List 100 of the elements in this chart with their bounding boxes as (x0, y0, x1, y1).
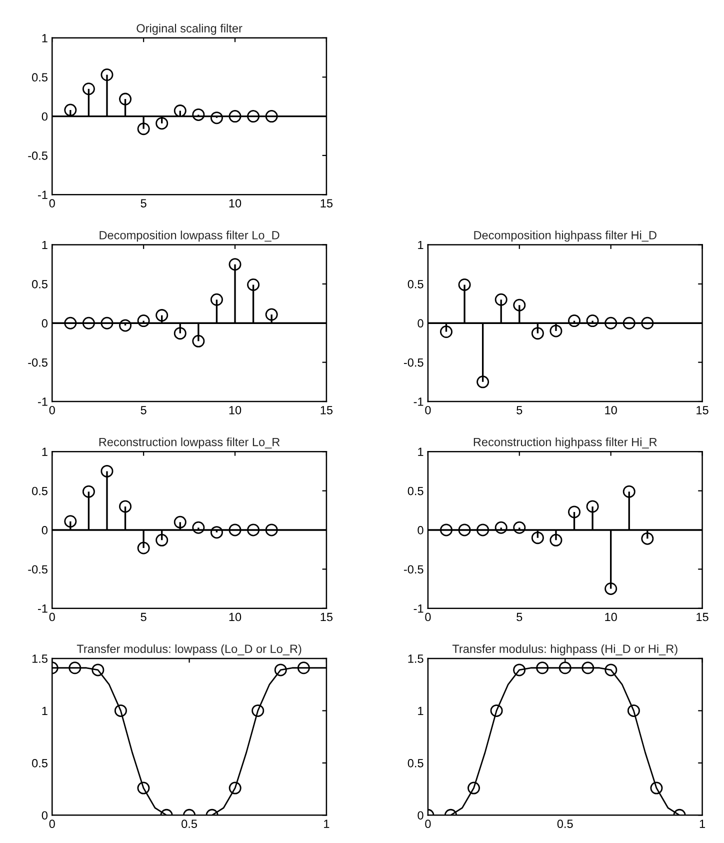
y-tick-label: 0 (418, 526, 424, 534)
y-tick-label: 1 (42, 706, 48, 715)
chart-title: Reconstruction lowpass filter Lo_R (99, 438, 280, 449)
point (210, 293, 223, 306)
point (458, 524, 471, 536)
x-tick-label: 0 (49, 612, 55, 622)
y-tick-label: 0.5 (32, 73, 48, 82)
point (476, 376, 490, 388)
point (156, 534, 168, 546)
point (192, 521, 205, 534)
y-tick-label: -1 (414, 604, 424, 613)
y-tick-label: 0 (418, 319, 424, 328)
y-tick-label: 0 (42, 319, 48, 328)
point (568, 314, 581, 328)
x-tick-label: 15 (696, 612, 708, 622)
point (627, 704, 640, 717)
point (247, 278, 260, 291)
y-tick-label: -1 (38, 604, 48, 613)
y-tick-label: 0 (418, 811, 424, 820)
point (119, 92, 132, 106)
y-tick-label: 1 (42, 448, 48, 456)
point (252, 704, 264, 717)
point (64, 316, 77, 330)
y-tick-label: -0.5 (28, 151, 48, 160)
point (513, 521, 526, 534)
point (458, 278, 471, 291)
point (119, 319, 132, 332)
y-tick-label: 0 (42, 811, 48, 820)
point (558, 662, 572, 674)
y-tick-label: 0.5 (408, 280, 424, 288)
y-tick-label: -0.5 (28, 358, 48, 367)
x-tick-label: 5 (516, 406, 522, 414)
point (531, 532, 544, 544)
chart-title: Original scaling filter (136, 24, 242, 35)
point (64, 104, 77, 116)
x-tick-label: 10 (229, 406, 242, 414)
y-tick-label: 0.5 (32, 280, 48, 288)
x-tick-label: 10 (605, 406, 617, 414)
chart-title: Decomposition lowpass filter Lo_D (100, 230, 280, 242)
x-tick-label: 10 (229, 612, 242, 622)
point (265, 524, 278, 536)
point (604, 582, 618, 595)
point (68, 662, 82, 674)
x-tick-label: 1 (700, 820, 705, 828)
point (92, 664, 104, 676)
y-tick-label: 1 (42, 34, 48, 42)
point (440, 326, 452, 338)
y-tick-label: -0.5 (404, 565, 424, 574)
point (119, 500, 132, 513)
point (440, 524, 452, 536)
point (513, 664, 526, 676)
point (274, 664, 287, 676)
x-tick-label: 0 (49, 406, 55, 414)
point (228, 524, 242, 536)
point (641, 316, 654, 330)
y-tick-label: -0.5 (28, 565, 48, 574)
x-tick-label: 5 (140, 199, 146, 208)
point (156, 309, 168, 322)
x-tick-label: 0.5 (182, 820, 197, 828)
y-tick-label: -0.5 (404, 358, 424, 367)
point (582, 662, 594, 674)
point (100, 68, 114, 82)
x-tick-label: 0.5 (557, 820, 573, 828)
x-tick-label: 0 (425, 820, 431, 828)
chart-title: Reconstruction highpass filter Hi_R (474, 438, 657, 449)
point (641, 532, 654, 545)
point (531, 327, 544, 340)
x-tick-label: 15 (320, 612, 333, 622)
point (64, 515, 77, 528)
point (82, 485, 95, 498)
x-tick-label: 0 (425, 612, 431, 622)
point (228, 258, 242, 271)
point (228, 110, 242, 123)
y-tick-label: 0 (42, 112, 48, 121)
x-tick-label: 5 (140, 406, 146, 414)
x-tick-label: 0 (49, 820, 55, 828)
point (82, 316, 95, 330)
x-tick-label: 10 (605, 612, 617, 622)
point (622, 485, 636, 498)
point (114, 704, 127, 717)
x-tick-label: 5 (516, 612, 522, 622)
y-tick-label: 0.5 (32, 758, 48, 768)
point (174, 516, 186, 528)
y-tick-label: 1.5 (408, 654, 424, 663)
y-tick-label: -1 (414, 398, 424, 406)
point (604, 664, 618, 676)
point (192, 108, 205, 121)
point (476, 524, 490, 536)
point (137, 542, 150, 554)
x-tick-label: 15 (320, 406, 333, 414)
y-tick-label: 0 (42, 526, 48, 534)
x-tick-label: 15 (320, 199, 333, 208)
y-tick-label: 1 (418, 240, 424, 250)
point (550, 324, 562, 338)
point (550, 534, 562, 546)
point (100, 316, 114, 330)
y-tick-label: 0.5 (408, 486, 424, 496)
point (82, 82, 95, 96)
point (490, 704, 503, 717)
point (604, 316, 618, 330)
